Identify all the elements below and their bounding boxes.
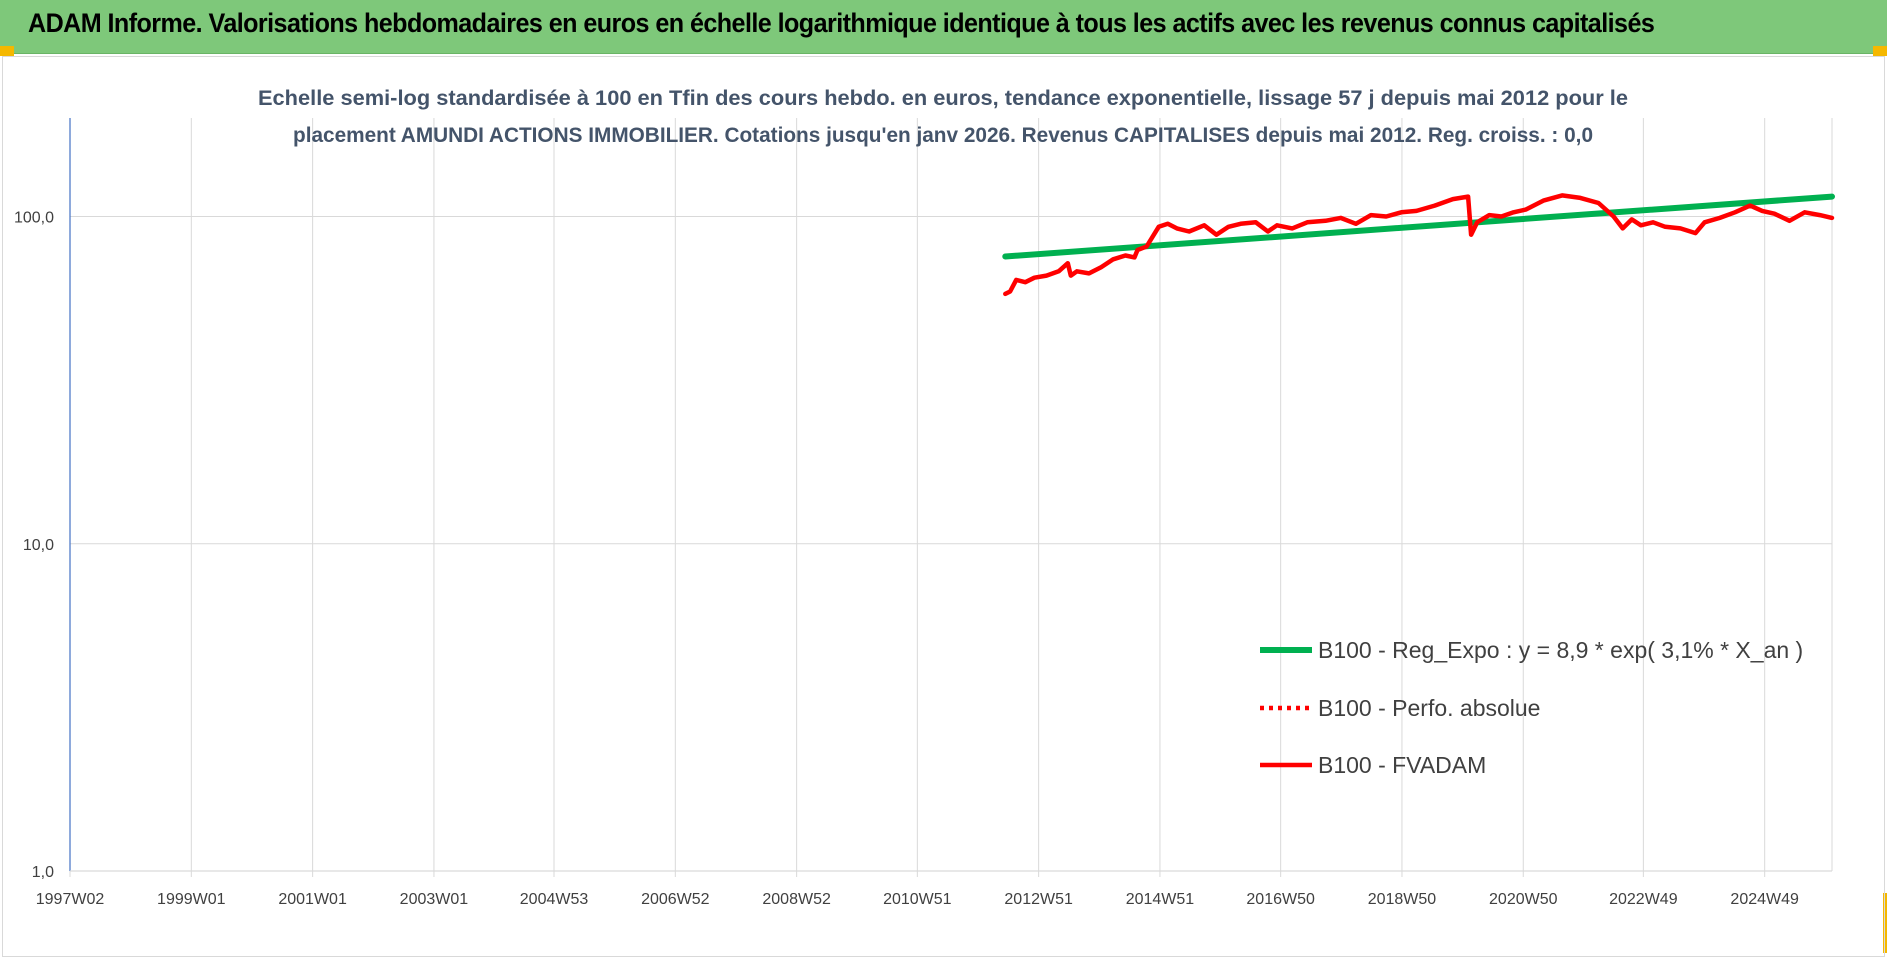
y-tick-label: 10,0: [23, 537, 54, 554]
x-tick-label: 1997W02: [36, 891, 105, 908]
legend: B100 - Reg_Expo : y = 8,9 * exp( 3,1% * …: [1260, 637, 1803, 778]
axes: 1997W02 1999W01 2001W01 2003W01 2004W53 2006W…: [14, 118, 1832, 908]
corner-mark-top-left: [0, 46, 14, 56]
legend-item-perfo-absolue-label: B100 - Perfo. absolue: [1318, 695, 1540, 721]
x-tick-label: 2006W52: [641, 891, 710, 908]
fvadam-series: [1003, 193, 1835, 297]
x-tick-label: 2024W49: [1730, 891, 1799, 908]
banner: ADAM Informe. Valorisations hebdomadaire…: [0, 0, 1887, 54]
corner-mark-top-right: [1873, 46, 1887, 56]
x-tick-label: 2016W50: [1246, 891, 1315, 908]
x-tick-label: 2020W50: [1489, 891, 1558, 908]
banner-title: ADAM Informe. Valorisations hebdomadaire…: [28, 8, 1655, 38]
x-tick-label: 2010W51: [883, 891, 952, 908]
chart-frame: [2, 56, 1885, 957]
y-tick-label: 100,0: [14, 210, 54, 227]
x-tick-label: 2001W01: [278, 891, 347, 908]
legend-item-fvadam-label: B100 - FVADAM: [1318, 752, 1486, 778]
x-tick-label: 2004W53: [520, 891, 589, 908]
y-tick-label: 1,0: [32, 864, 54, 881]
x-tick-label: 2014W51: [1126, 891, 1195, 908]
x-tick-label: 2012W51: [1004, 891, 1073, 908]
x-tick-label: 1999W01: [157, 891, 226, 908]
chart-title-line-2: placement AMUNDI ACTIONS IMMOBILIER. Cot…: [293, 124, 1593, 147]
x-tick-label: 2003W01: [400, 891, 469, 908]
series-layer: [1002, 193, 1835, 297]
trend-line-series: [1002, 193, 1835, 260]
chart-title-line-1: Echelle semi-log standardisée à 100 en T…: [258, 87, 1628, 110]
x-tick-label: 2008W52: [762, 891, 831, 908]
legend-item-trend-label: B100 - Reg_Expo : y = 8,9 * exp( 3,1% * …: [1318, 637, 1803, 663]
x-tick-label: 2022W49: [1609, 891, 1678, 908]
x-tick-label: 2018W50: [1368, 891, 1437, 908]
corner-mark-bottom-right: [1883, 893, 1887, 953]
grid: [70, 118, 1833, 872]
